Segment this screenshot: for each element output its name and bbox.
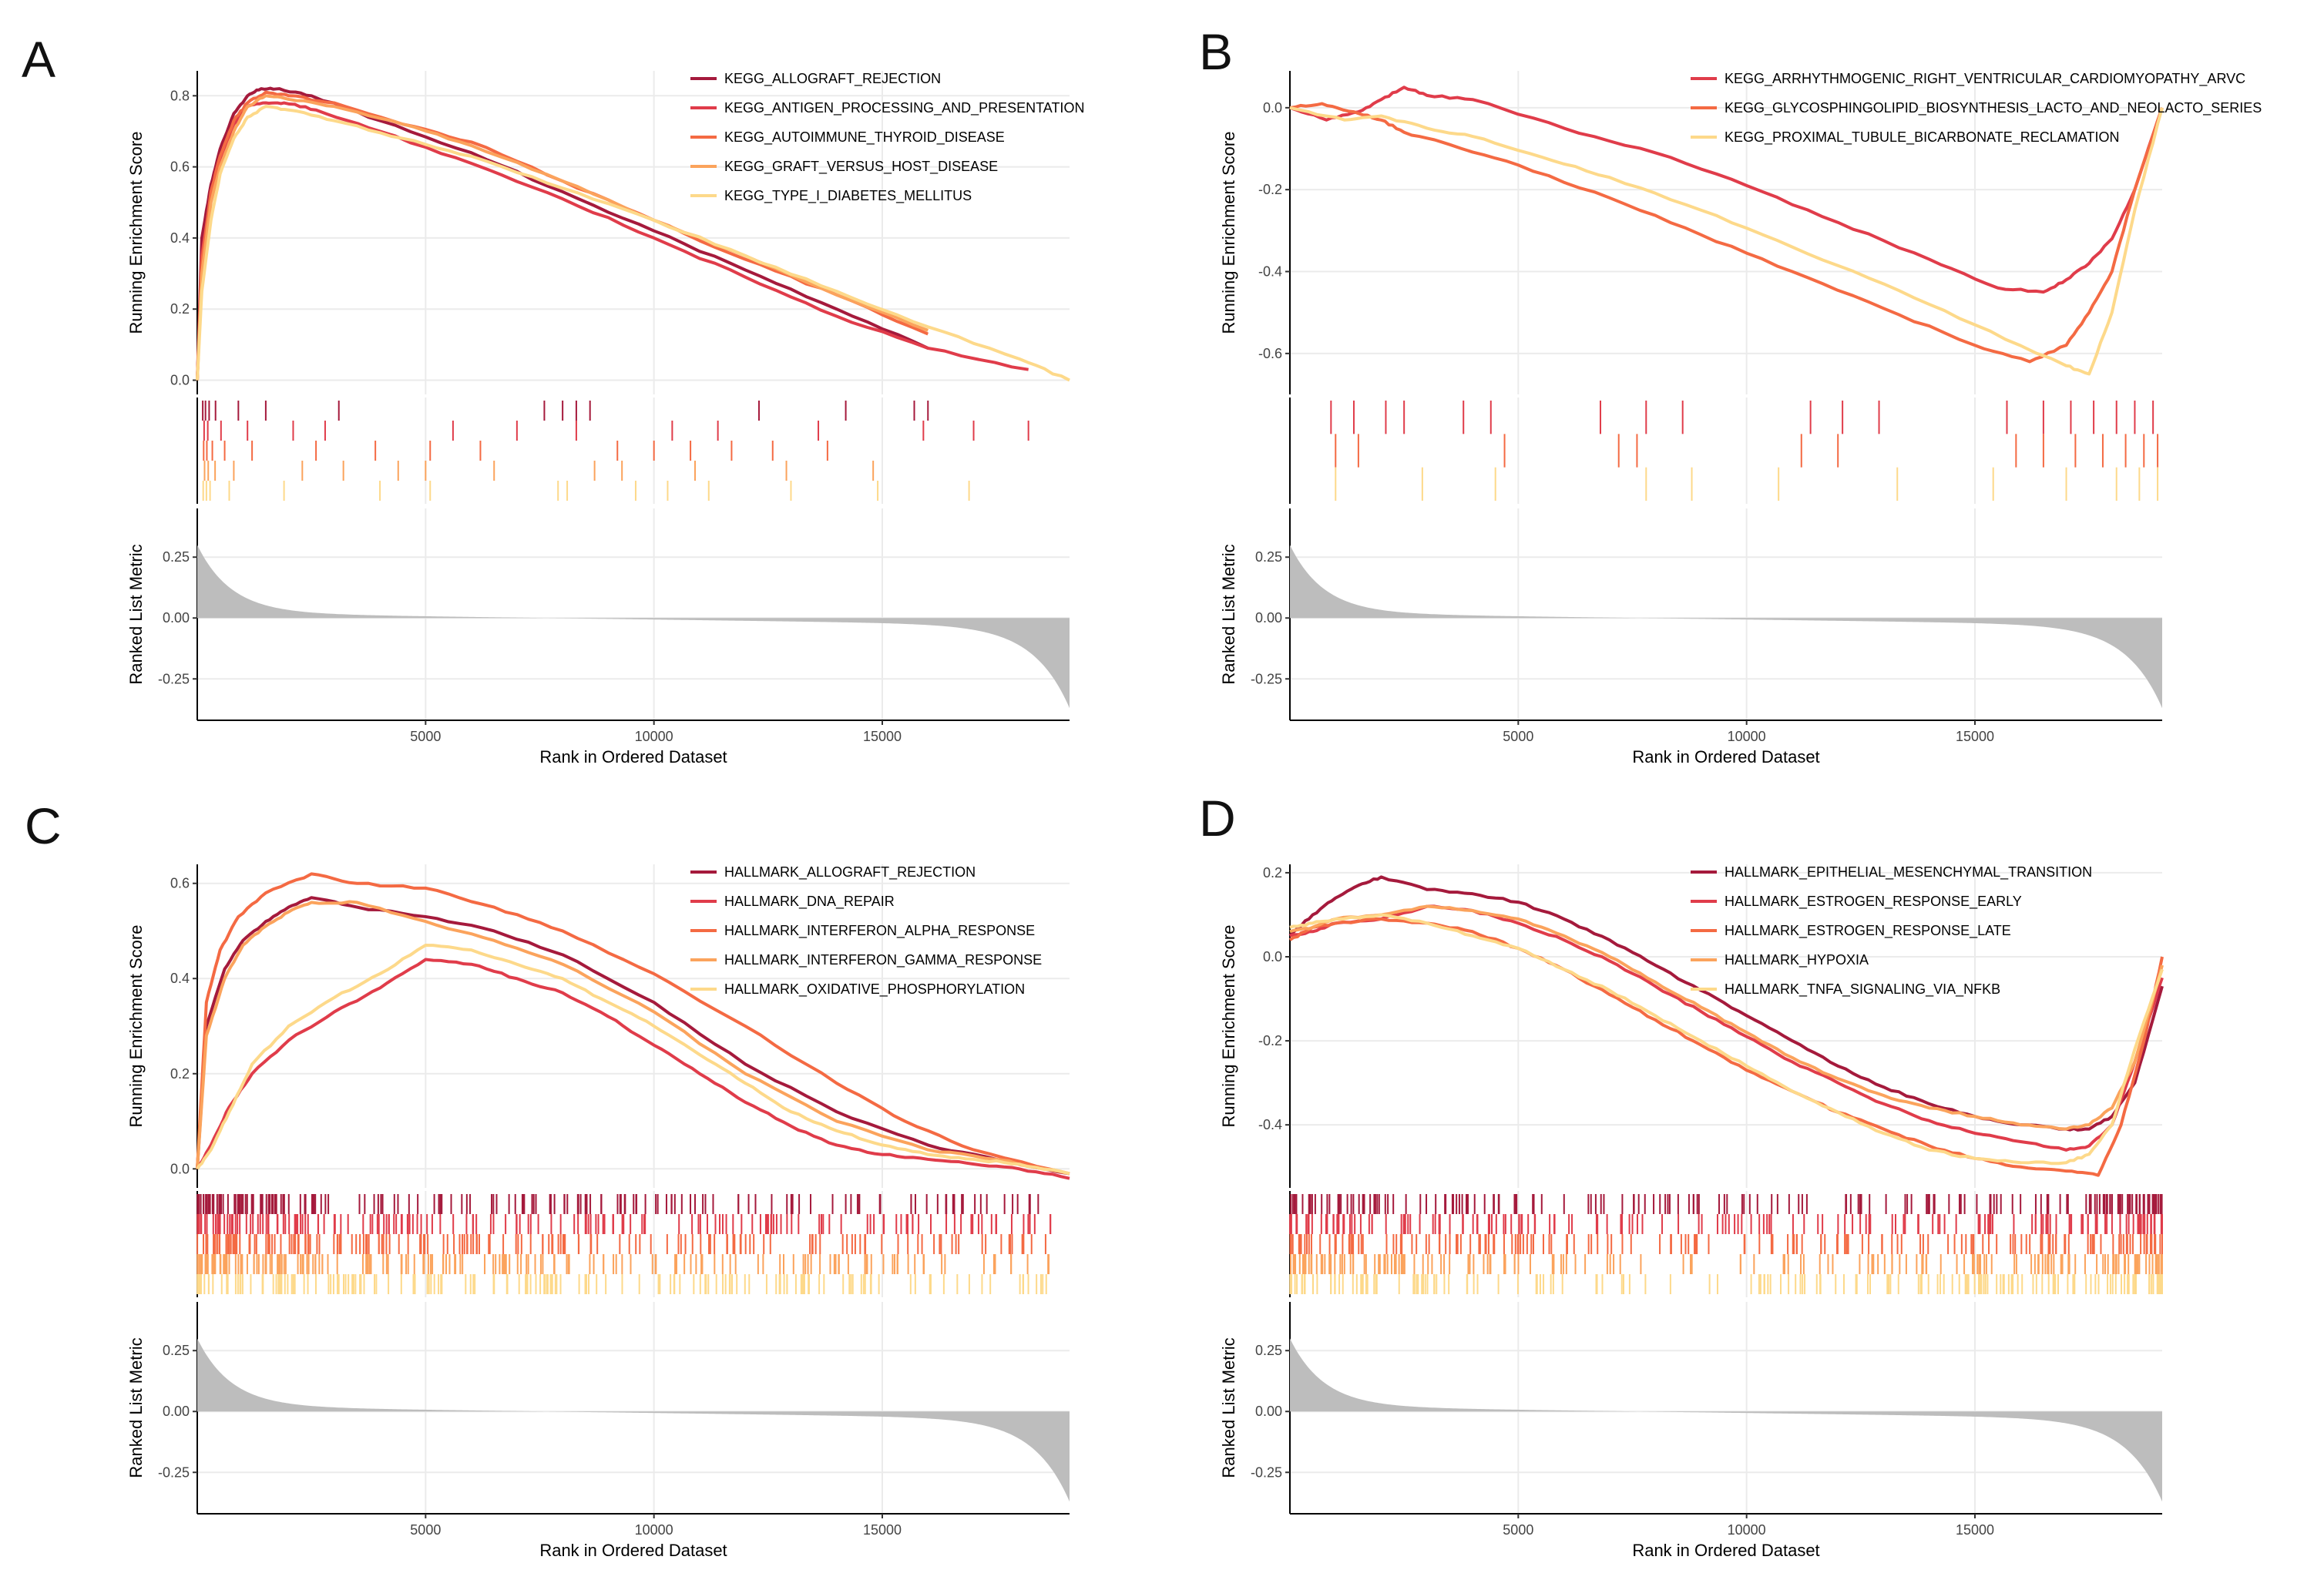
y-tick-label: 0.2: [170, 301, 190, 317]
y-tick-label: 0.4: [170, 230, 190, 246]
y-tick-label: 0.2: [1263, 865, 1282, 881]
legend-label: KEGG_ARRHYTHMOGENIC_RIGHT_VENTRICULAR_CA…: [1725, 71, 2245, 87]
x-tick-label: 15000: [863, 729, 902, 744]
legend-label: KEGG_PROXIMAL_TUBULE_BICARBONATE_RECLAMA…: [1725, 129, 2119, 146]
es-line-4: [1289, 904, 2164, 1131]
panel-letter: D: [1199, 790, 1236, 847]
metric-y-title: Ranked List Metric: [1219, 1337, 1238, 1478]
score-y-title: Running Enrichment Score: [1219, 925, 1238, 1128]
metric-tick-label: -0.25: [158, 1464, 190, 1480]
x-tick-label: 5000: [410, 1522, 441, 1538]
x-axis-title: Rank in Ordered Dataset: [1632, 1541, 1819, 1560]
metric-tick-label: 0.25: [1255, 1343, 1282, 1358]
y-tick-label: 0.6: [170, 876, 190, 891]
es-line-4: [196, 900, 1070, 1176]
metric-tick-label: 0.00: [163, 610, 190, 626]
x-tick-label: 5000: [1503, 1522, 1533, 1538]
es-line-5: [196, 105, 1070, 382]
es-line-1: [1289, 86, 2164, 294]
metric-y-title: Ranked List Metric: [1219, 544, 1238, 684]
legend-label: HALLMARK_TNFA_SIGNALING_VIA_NFKB: [1725, 981, 2000, 998]
x-tick-label: 10000: [1728, 729, 1766, 744]
x-tick-label: 15000: [1956, 729, 1994, 744]
x-tick-label: 10000: [1728, 1522, 1766, 1538]
legend-label: HALLMARK_INTERFERON_GAMMA_RESPONSE: [724, 952, 1042, 968]
metric-tick-label: -0.25: [1251, 671, 1282, 686]
legend-label: KEGG_AUTOIMMUNE_THYROID_DISEASE: [724, 129, 1005, 146]
es-line-3: [196, 872, 1070, 1176]
panel-a: A 0.0 0.2 0.4 0.6 0.8 0.25 0.00 -0.25 5000 10000 15…: [22, 31, 1084, 767]
es-line-1: [196, 896, 1070, 1176]
panel-b: B 0.0 -0.2 -0.4 -0.6 0.25 0.00 -0.25 5000 10000 15…: [1199, 23, 2262, 767]
legend-label: HALLMARK_ESTROGEN_RESPONSE_EARLY: [1725, 894, 2022, 910]
score-y-title: Running Enrichment Score: [1219, 132, 1238, 334]
legend-label: HALLMARK_ALLOGRAFT_REJECTION: [724, 864, 976, 881]
legend-label: HALLMARK_DNA_REPAIR: [724, 894, 895, 910]
y-tick-label: 0.8: [170, 88, 190, 103]
y-tick-label: 0.0: [170, 1161, 190, 1176]
metric-y-title: Ranked List Metric: [126, 1337, 146, 1478]
y-tick-label: 0.0: [1263, 100, 1282, 116]
panel-c: C 0.0 0.2 0.4 0.6 0.25 0.00 -0.25 5000 10000 15000…: [25, 797, 1070, 1560]
legend-label: KEGG_GLYCOSPHINGOLIPID_BIOSYNTHESIS_LACT…: [1725, 100, 2262, 116]
y-tick-label: -0.6: [1258, 346, 1282, 361]
x-tick-label: 5000: [410, 729, 441, 744]
panel-letter: B: [1199, 23, 1233, 80]
metric-tick-label: 0.25: [163, 1343, 190, 1358]
x-tick-label: 10000: [635, 1522, 673, 1538]
es-line-2: [1289, 904, 2164, 1152]
metric-tick-label: -0.25: [158, 671, 190, 686]
x-axis-title: Rank in Ordered Dataset: [539, 1541, 727, 1560]
legend-label: KEGG_ANTIGEN_PROCESSING_AND_PRESENTATION: [724, 100, 1084, 116]
y-tick-label: -0.4: [1258, 1117, 1282, 1132]
x-axis-title: Rank in Ordered Dataset: [1632, 747, 1819, 767]
y-tick-label: 0.6: [170, 159, 190, 175]
legend-label: HALLMARK_OXIDATIVE_PHOSPHORYLATION: [724, 981, 1025, 998]
ranked-list-metric-area: [1290, 545, 2162, 709]
x-tick-label: 5000: [1503, 729, 1533, 744]
legend-label: KEGG_TYPE_I_DIABETES_MELLITUS: [724, 188, 972, 204]
y-tick-label: 0.0: [170, 373, 190, 388]
es-line-1: [1288, 875, 2164, 1132]
legend-label: HALLMARK_HYPOXIA: [1725, 952, 1869, 968]
x-tick-label: 10000: [635, 729, 673, 744]
legend-label: HALLMARK_EPITHELIAL_MESENCHYMAL_TRANSITI…: [1725, 864, 2092, 881]
metric-tick-label: 0.00: [1255, 610, 1282, 626]
score-y-title: Running Enrichment Score: [126, 925, 146, 1128]
es-line-2: [1289, 102, 2164, 364]
y-tick-label: -0.2: [1258, 1033, 1282, 1048]
ranked-list-metric-area: [197, 545, 1070, 709]
ranked-list-metric-area: [1290, 1338, 2162, 1502]
panel-letter: A: [22, 31, 55, 88]
legend-label: KEGG_GRAFT_VERSUS_HOST_DISEASE: [724, 159, 998, 175]
metric-tick-label: 0.25: [163, 549, 190, 565]
metric-tick-label: -0.25: [1251, 1464, 1282, 1480]
metric-tick-label: 0.00: [1255, 1404, 1282, 1419]
es-line-3: [196, 90, 929, 381]
x-tick-label: 15000: [1956, 1522, 1994, 1538]
panel-letter: C: [25, 797, 62, 854]
es-line-3: [1288, 917, 2164, 1177]
y-tick-label: 0.0: [1263, 949, 1282, 964]
metric-tick-label: 0.00: [163, 1404, 190, 1419]
es-line-5: [1289, 913, 2164, 1166]
y-tick-label: -0.2: [1258, 182, 1282, 197]
ranked-list-metric-area: [197, 1338, 1070, 1502]
legend-label: HALLMARK_ESTROGEN_RESPONSE_LATE: [1725, 923, 2011, 939]
metric-y-title: Ranked List Metric: [126, 544, 146, 684]
x-axis-title: Rank in Ordered Dataset: [539, 747, 727, 767]
es-line-2: [196, 958, 1070, 1180]
panel-d: D 0.2 0.0 -0.2 -0.4 0.25 0.00 -0.25 5000 10000 150…: [1199, 790, 2164, 1560]
y-tick-label: -0.4: [1258, 264, 1282, 280]
x-tick-label: 15000: [863, 1522, 902, 1538]
legend-label: HALLMARK_INTERFERON_ALPHA_RESPONSE: [724, 923, 1035, 939]
es-line-5: [196, 944, 1070, 1176]
y-tick-label: 0.2: [170, 1066, 190, 1082]
legend-label: KEGG_ALLOGRAFT_REJECTION: [724, 71, 941, 87]
y-tick-label: 0.4: [170, 971, 190, 986]
score-y-title: Running Enrichment Score: [126, 132, 146, 334]
metric-tick-label: 0.25: [1255, 549, 1282, 565]
es-line-3: [1289, 106, 2164, 376]
